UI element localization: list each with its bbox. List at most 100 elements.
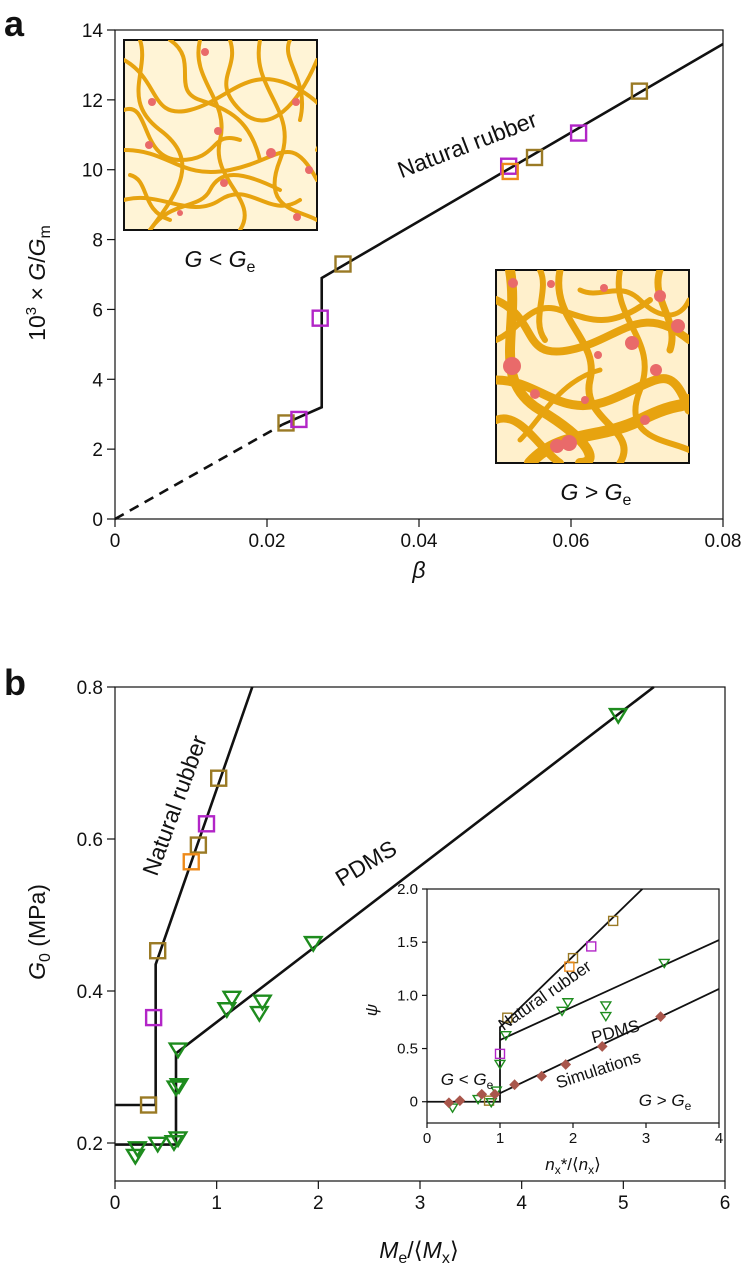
inset-label-g-less-ge: G < Ge — [441, 1070, 494, 1092]
x-tick-label: 2 — [313, 1193, 324, 1214]
y-tick-label: 14 — [82, 21, 104, 42]
panel-a-x-axis-title: β — [411, 557, 425, 583]
inset-data-point — [499, 1031, 513, 1042]
y-tick-label: 0.8 — [77, 678, 103, 699]
inset-data-point — [483, 1095, 495, 1106]
y-tick-label: 0 — [410, 1094, 418, 1111]
inset-data-point — [502, 1012, 513, 1023]
panel-a-points — [277, 82, 649, 432]
panel-b-x-axis-title: Me/⟨Mx⟩ — [379, 1237, 459, 1267]
data-point — [277, 414, 295, 432]
panel-b-y-ticks: 0.2 0.4 0.6 0.8 — [77, 678, 115, 1155]
x-tick-label: 1 — [211, 1193, 222, 1214]
data-point — [168, 1078, 190, 1096]
y-tick-label: 4 — [92, 370, 103, 391]
panel-a: a 0 0.02 0.04 0.06 0.08 0 2 4 6 8 10 12 14 — [4, 3, 741, 583]
panel-a-y-axis-title: 103 × G/Gm — [23, 225, 54, 341]
y-tick-label: 10 — [82, 161, 103, 182]
x-tick-label: 0.04 — [401, 531, 438, 552]
y-tick-label: 0 — [92, 510, 103, 531]
inset-label-g-greater-ge: G > Ge — [639, 1091, 692, 1113]
inset-fit-line — [499, 988, 720, 1095]
network-image-dense — [495, 269, 690, 464]
data-point — [501, 162, 519, 181]
inset-data-point — [655, 1011, 666, 1023]
y-tick-label: 0.5 — [397, 1041, 418, 1058]
x-tick-label: 4 — [516, 1193, 527, 1214]
inset-fit-line — [499, 939, 720, 1041]
inset-points — [443, 915, 671, 1114]
y-tick-label: 1.5 — [397, 934, 418, 951]
y-tick-label: 8 — [92, 231, 103, 252]
inset-y-axis-title: ψ — [362, 1004, 381, 1016]
x-tick-label: 2 — [569, 1130, 577, 1147]
data-point — [124, 1148, 146, 1166]
inset-data-point — [596, 1041, 608, 1052]
label-g-greater-ge: G > Ge — [561, 479, 632, 509]
panel-b-y-axis-title: G0 (MPa) — [24, 884, 54, 980]
y-tick-label: 0.4 — [77, 982, 104, 1003]
panel-a-x-ticks: 0 0.02 0.04 0.06 0.08 — [110, 519, 741, 552]
crosslink-points-dense — [503, 278, 685, 453]
y-tick-label: 12 — [82, 91, 103, 112]
data-point — [248, 1005, 270, 1023]
y-tick-label: 1.0 — [397, 987, 418, 1004]
inset-data-point — [560, 1059, 572, 1070]
inset-data-point — [564, 961, 575, 972]
inset-data-point — [599, 1001, 613, 1012]
data-point — [499, 157, 518, 175]
inset-data-point — [494, 1048, 506, 1060]
inset-data-point — [489, 1088, 501, 1100]
data-point — [630, 82, 649, 100]
data-point — [290, 410, 308, 429]
data-point — [167, 1042, 189, 1060]
x-tick-label: 4 — [715, 1130, 723, 1147]
data-point — [139, 1096, 158, 1114]
panel-b-points — [124, 707, 629, 1166]
y-tick-label: 6 — [92, 300, 103, 321]
x-tick-label: 1 — [496, 1130, 504, 1147]
inset-data-point — [493, 1059, 507, 1070]
inset-data-point — [586, 941, 597, 952]
x-tick-label: 0 — [110, 1193, 121, 1214]
inset-data-point — [443, 1097, 455, 1109]
fit-line-dashed — [114, 423, 283, 521]
data-point — [182, 853, 200, 871]
inset-data-point — [485, 1098, 498, 1109]
y-tick-label: 2.0 — [397, 881, 418, 898]
network-image-sparse — [123, 39, 318, 231]
data-point — [334, 255, 352, 273]
x-tick-label: 0 — [110, 531, 121, 552]
data-point — [126, 1141, 148, 1159]
data-point — [252, 994, 273, 1012]
inset-data-point — [607, 915, 619, 927]
x-tick-label: 0 — [423, 1130, 431, 1147]
x-tick-label: 3 — [642, 1130, 650, 1147]
data-point — [209, 769, 228, 787]
data-point — [144, 1008, 163, 1027]
inset-data-point — [509, 1079, 520, 1091]
x-tick-label: 0.02 — [249, 531, 286, 552]
data-point — [221, 990, 243, 1008]
label-pdms-b: PDMS — [331, 835, 401, 892]
panel-b-label: b — [4, 662, 26, 703]
data-point — [607, 707, 629, 725]
panel-a-fit-lines — [114, 42, 724, 521]
fit-line — [115, 686, 254, 1107]
data-point — [189, 836, 208, 854]
fit-line-natural-rubber — [281, 42, 724, 426]
panel-b-x-ticks: 0 1 2 3 4 5 6 — [110, 1181, 731, 1214]
data-point — [165, 1080, 187, 1098]
inset-data-point — [454, 1095, 466, 1107]
x-tick-label: 3 — [415, 1193, 426, 1214]
data-point — [148, 942, 167, 960]
data-point — [525, 148, 544, 167]
inset-x-ticks: 0 1 2 3 4 — [423, 1123, 723, 1147]
data-point — [197, 815, 216, 833]
data-point — [167, 1131, 189, 1149]
panel-b: b 0 1 2 3 4 5 6 0.2 0.4 0.6 0.8 Natural rubber PD… — [4, 662, 730, 1267]
inset-data-point — [658, 958, 671, 969]
inset-data-point — [599, 1011, 613, 1023]
x-tick-label: 6 — [720, 1193, 731, 1214]
